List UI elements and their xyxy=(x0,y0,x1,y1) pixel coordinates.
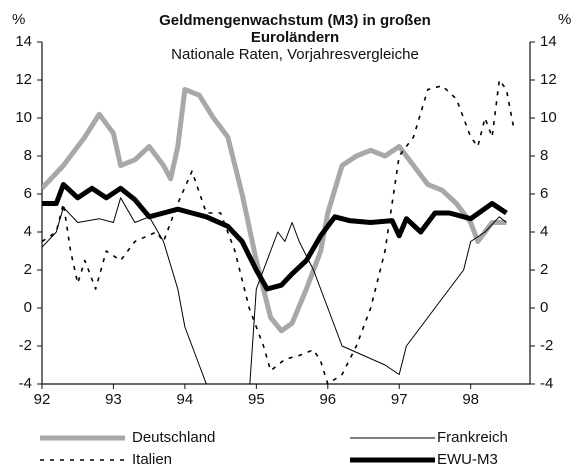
y2-tick-label: 0 xyxy=(540,299,548,316)
legend-label: Italien xyxy=(132,451,172,468)
y-tick-label: -4 xyxy=(19,375,32,392)
y-tick-label: 14 xyxy=(15,33,32,50)
y-tick-label: 10 xyxy=(15,109,32,126)
title-block: Geldmengenwachstum (M3) in großen Eurolä… xyxy=(125,12,465,64)
y2-tick-label: 4 xyxy=(540,223,548,240)
legend-label: Frankreich xyxy=(437,429,508,446)
y-tick-label: 0 xyxy=(24,299,32,316)
x-tick-label: 92 xyxy=(34,391,51,408)
legend-label: Deutschland xyxy=(132,429,215,446)
y-unit: % xyxy=(12,11,25,28)
x-tick-label: 98 xyxy=(462,391,479,408)
x-tick-label: 95 xyxy=(248,391,265,408)
plot-area xyxy=(42,79,515,384)
series-line xyxy=(42,87,507,334)
x-tick-label: 97 xyxy=(391,391,408,408)
chart-subtitle: Nationale Raten, Vorjahresvergleiche xyxy=(171,46,419,63)
x-tick-label: 93 xyxy=(105,391,122,408)
y2-unit: % xyxy=(558,11,571,28)
y2-tick-label: 14 xyxy=(540,33,557,50)
y2-tick-label: 6 xyxy=(540,185,548,202)
y-tick-label: 2 xyxy=(24,261,32,278)
y2-tick-label: -4 xyxy=(540,375,553,392)
y-tick-label: 8 xyxy=(24,147,32,164)
y2-tick-label: 2 xyxy=(540,261,548,278)
legend-label: EWU-M3 xyxy=(437,451,498,468)
y-tick-label: -2 xyxy=(19,337,32,354)
x-tick-label: 96 xyxy=(319,391,336,408)
y-tick-label: 12 xyxy=(15,71,32,88)
y2-tick-label: 8 xyxy=(540,147,548,164)
y2-tick-label: 10 xyxy=(540,109,557,126)
y2-tick-label: 12 xyxy=(540,71,557,88)
chart-title: Geldmengenwachstum (M3) in großen Eurolä… xyxy=(159,12,431,46)
x-tick-label: 94 xyxy=(177,391,194,408)
series-line xyxy=(42,182,508,292)
y2-tick-label: -2 xyxy=(540,337,553,354)
y-tick-label: 6 xyxy=(24,185,32,202)
y-tick-label: 4 xyxy=(24,223,32,240)
series-line xyxy=(42,197,507,384)
